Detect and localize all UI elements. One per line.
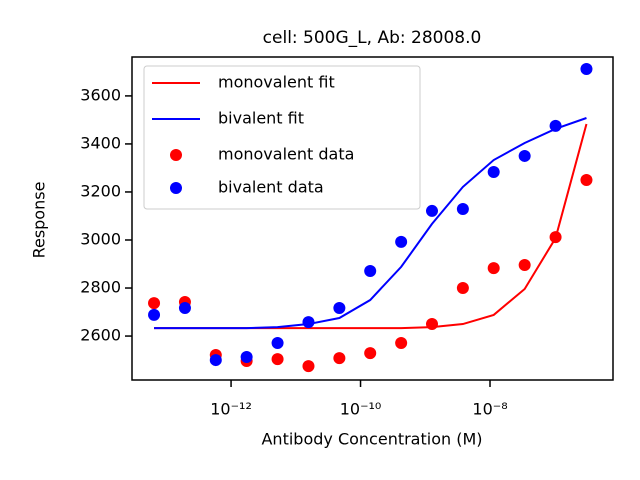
legend-label: monovalent data [218, 145, 354, 164]
data-point [209, 354, 222, 367]
y-axis-label: Response [30, 182, 49, 259]
y-tick-label: 2600 [80, 326, 121, 345]
data-point [487, 166, 500, 179]
data-point [178, 301, 191, 314]
y-tick-label: 3400 [80, 133, 121, 152]
x-tick-label: 10⁻¹⁰ [340, 400, 382, 419]
y-tick-label: 3000 [80, 229, 121, 248]
legend-marker [170, 182, 182, 194]
y-tick-label: 3600 [80, 85, 121, 104]
x-tick-label: 10⁻¹² [210, 400, 252, 419]
data-point [302, 316, 315, 329]
legend-label: bivalent data [218, 178, 324, 197]
y-tick-label: 2800 [80, 278, 121, 297]
legend-label: bivalent fit [218, 109, 304, 128]
data-point [271, 337, 284, 350]
data-point [364, 347, 377, 360]
legend-label: monovalent fit [218, 73, 335, 92]
legend: monovalent fit bivalent fit monovalent dat… [143, 65, 421, 210]
data-point [395, 337, 408, 350]
legend-marker [170, 149, 182, 161]
data-point [240, 350, 253, 363]
data-point [395, 235, 408, 248]
plot-area: 2600 2800 3000 3200 3400 3600 10⁻¹² 10⁻¹⁰ 10⁻⁸ [80, 63, 593, 419]
legend-box [143, 65, 421, 210]
x-tick-label: 10⁻⁸ [472, 400, 507, 419]
data-point [425, 318, 438, 331]
y-tick-label: 3200 [80, 181, 121, 200]
data-point [518, 149, 531, 162]
axes-frame [131, 56, 614, 381]
data-point [148, 308, 161, 321]
data-point [549, 231, 562, 244]
data-point [333, 301, 346, 314]
data-point [425, 204, 438, 217]
chart-title: cell: 500G_L, Ab: 28008.0 [263, 28, 482, 48]
data-point [518, 258, 531, 271]
data-point [271, 353, 284, 366]
data-point [302, 360, 315, 373]
data-point [580, 173, 593, 186]
fit-line [154, 117, 587, 330]
data-point [456, 203, 469, 216]
data-point [333, 352, 346, 365]
data-point [456, 282, 469, 295]
data-point [549, 119, 562, 132]
data-point [364, 264, 377, 277]
x-axis-label: Antibody Concentration (M) [261, 430, 482, 449]
data-point [580, 63, 593, 76]
data-point [148, 297, 161, 310]
data-point [487, 262, 500, 275]
